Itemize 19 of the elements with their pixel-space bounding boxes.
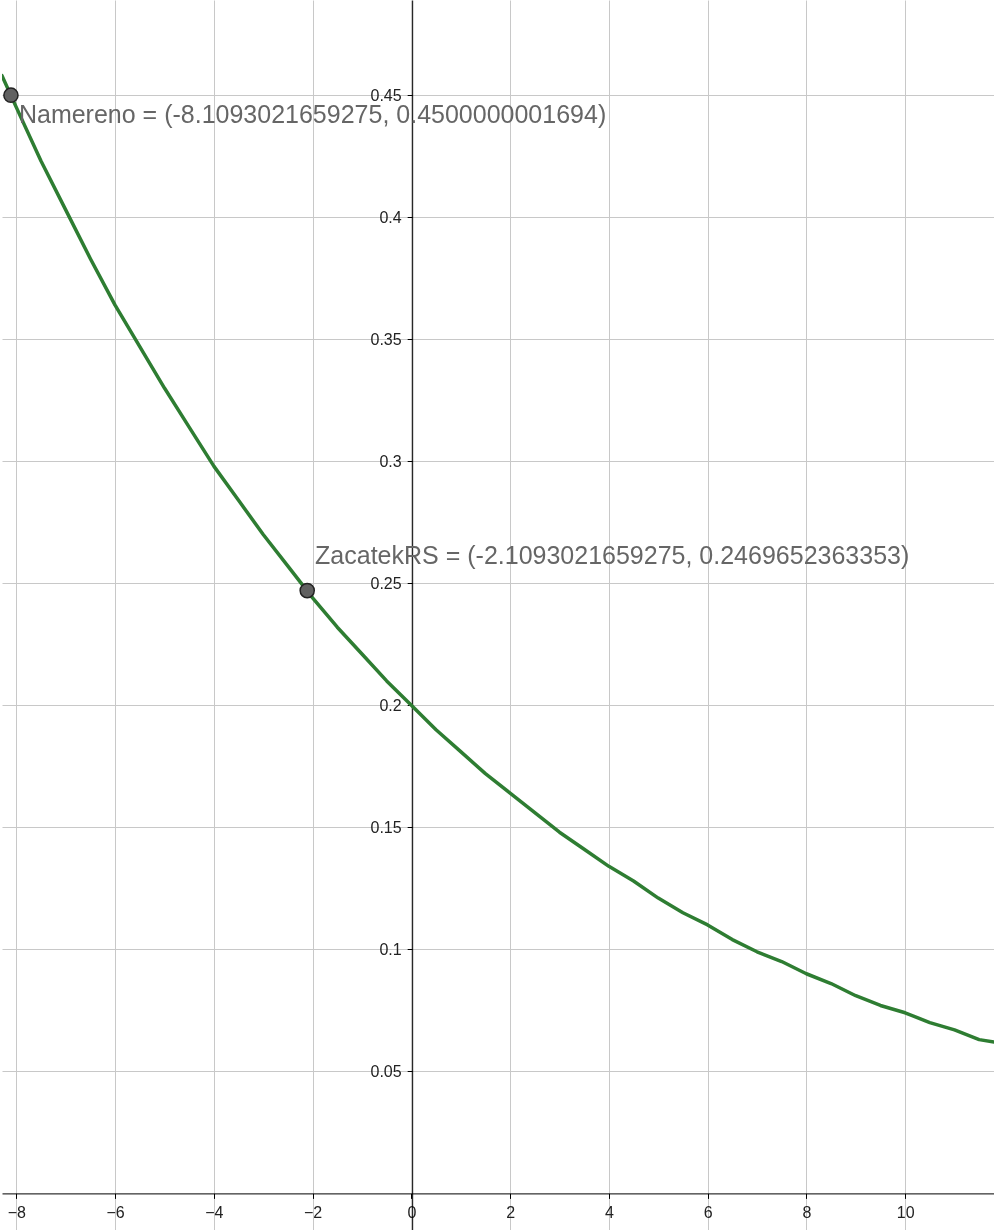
x-tick-label: 4 <box>604 1203 614 1221</box>
y-tick-label: 0.45 <box>370 86 402 104</box>
y-tick-label: 0.35 <box>370 330 402 348</box>
x-tick-label: 8 <box>802 1203 812 1221</box>
x-tick-label: −6 <box>106 1203 125 1221</box>
y-tick-label: 0.15 <box>370 818 402 836</box>
y-tick-label: 0.2 <box>379 696 402 714</box>
x-tick-label: 2 <box>506 1203 516 1221</box>
y-tick-label: 0.25 <box>370 574 402 592</box>
x-tick-label: −4 <box>205 1203 224 1221</box>
line-series <box>2 73 994 1044</box>
x-tick-label: 6 <box>703 1203 713 1221</box>
x-tick-label: −2 <box>303 1203 323 1221</box>
x-tick-label: −8 <box>7 1203 27 1221</box>
y-tick-label: 0.3 <box>379 452 402 470</box>
y-tick-label: 0.4 <box>379 208 402 226</box>
y-tick-label: 0.05 <box>370 1062 402 1080</box>
x-tick-label: 10 <box>896 1203 915 1221</box>
y-tick-label: 0.1 <box>379 940 402 958</box>
